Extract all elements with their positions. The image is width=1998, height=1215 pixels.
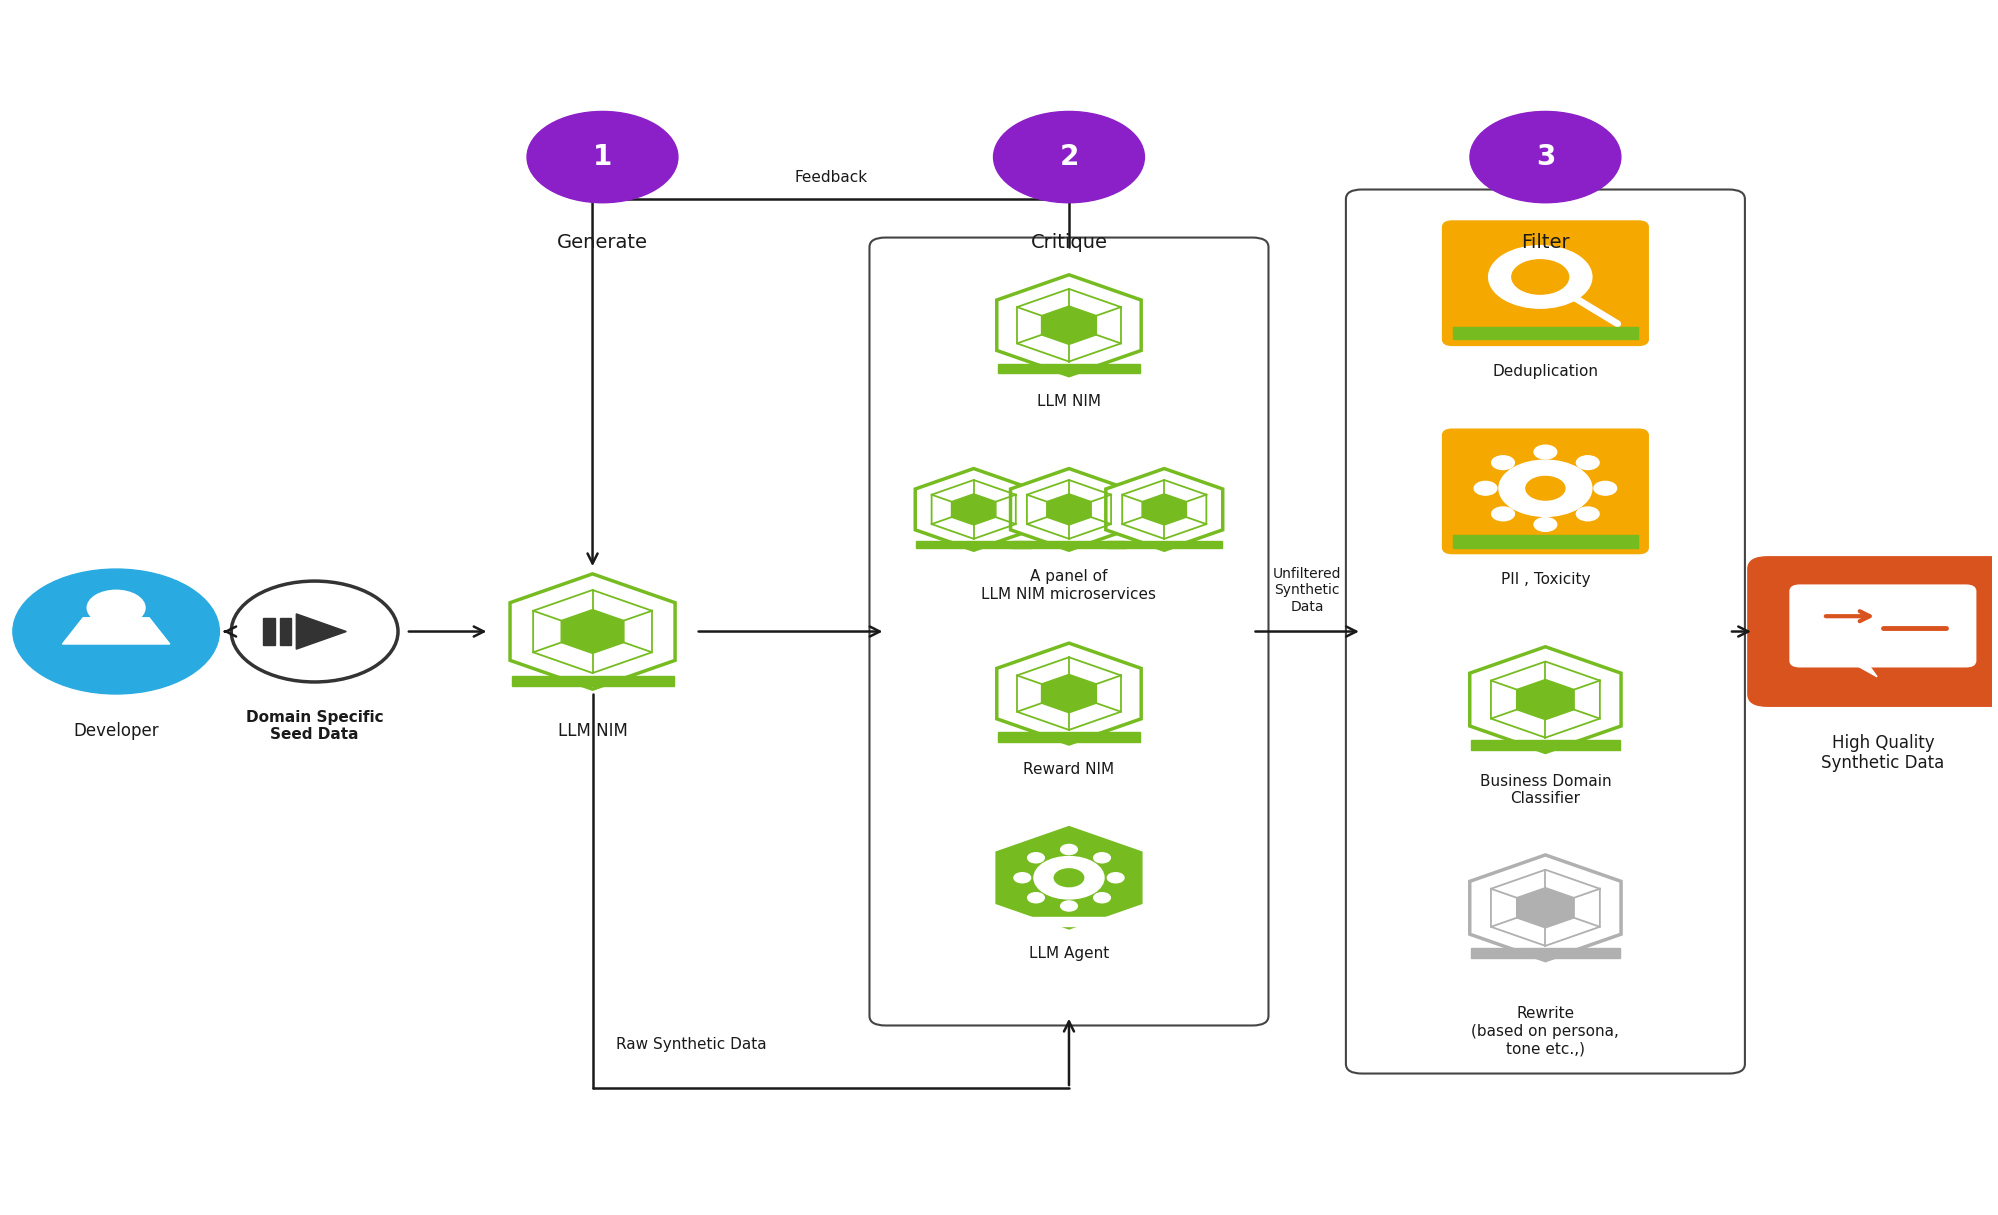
Polygon shape xyxy=(1469,855,1620,961)
FancyBboxPatch shape xyxy=(1443,221,1648,345)
Circle shape xyxy=(1491,507,1514,521)
Polygon shape xyxy=(296,614,346,649)
Polygon shape xyxy=(1141,493,1187,525)
Circle shape xyxy=(88,590,146,626)
FancyBboxPatch shape xyxy=(1345,190,1744,1074)
FancyBboxPatch shape xyxy=(1453,327,1638,339)
Circle shape xyxy=(1473,481,1497,496)
Circle shape xyxy=(1061,844,1077,854)
FancyBboxPatch shape xyxy=(1011,541,1125,548)
Polygon shape xyxy=(509,573,675,689)
Text: Unfiltered
Synthetic
Data: Unfiltered Synthetic Data xyxy=(1273,567,1341,614)
Circle shape xyxy=(1489,245,1590,309)
Text: PII , Toxicity: PII , Toxicity xyxy=(1500,572,1588,587)
Text: A panel of
LLM NIM microservices: A panel of LLM NIM microservices xyxy=(981,570,1157,601)
FancyBboxPatch shape xyxy=(1746,556,1998,706)
Polygon shape xyxy=(951,493,995,525)
Circle shape xyxy=(1532,518,1556,531)
Circle shape xyxy=(993,112,1143,203)
Circle shape xyxy=(1524,476,1564,501)
Text: High Quality
Synthetic Data: High Quality Synthetic Data xyxy=(1820,734,1944,773)
Text: LLM NIM: LLM NIM xyxy=(1037,394,1101,408)
FancyBboxPatch shape xyxy=(1443,429,1648,554)
Text: 1: 1 xyxy=(593,143,611,171)
FancyBboxPatch shape xyxy=(869,238,1269,1025)
Circle shape xyxy=(1532,445,1556,459)
FancyBboxPatch shape xyxy=(280,617,292,645)
Circle shape xyxy=(1061,902,1077,911)
Text: Developer: Developer xyxy=(74,722,160,740)
Text: LLM Agent: LLM Agent xyxy=(1029,946,1109,961)
Polygon shape xyxy=(1105,469,1223,550)
Polygon shape xyxy=(1848,661,1876,677)
Circle shape xyxy=(1576,456,1598,469)
FancyBboxPatch shape xyxy=(997,364,1139,373)
FancyBboxPatch shape xyxy=(1471,949,1618,957)
Polygon shape xyxy=(997,275,1141,375)
FancyBboxPatch shape xyxy=(1471,740,1618,750)
Text: LLM NIM: LLM NIM xyxy=(557,722,627,740)
Circle shape xyxy=(1093,893,1109,903)
Polygon shape xyxy=(1047,493,1091,525)
Polygon shape xyxy=(1516,888,1572,928)
Text: Domain Specific
Seed Data: Domain Specific Seed Data xyxy=(246,710,384,742)
Text: Deduplication: Deduplication xyxy=(1493,363,1598,379)
Circle shape xyxy=(1027,893,1043,903)
Circle shape xyxy=(1027,853,1043,863)
Circle shape xyxy=(1592,481,1616,496)
FancyBboxPatch shape xyxy=(915,541,1031,548)
Text: Generate: Generate xyxy=(557,233,647,252)
Circle shape xyxy=(1053,869,1083,887)
FancyBboxPatch shape xyxy=(511,676,673,686)
Circle shape xyxy=(1576,507,1598,521)
Text: Reward NIM: Reward NIM xyxy=(1023,762,1115,778)
Text: Feedback: Feedback xyxy=(793,170,867,185)
Circle shape xyxy=(527,112,677,203)
Polygon shape xyxy=(1041,306,1095,344)
Circle shape xyxy=(12,569,220,694)
Text: Raw Synthetic Data: Raw Synthetic Data xyxy=(615,1036,767,1052)
Circle shape xyxy=(1491,456,1514,469)
Text: Business Domain
Classifier: Business Domain Classifier xyxy=(1479,774,1610,807)
FancyBboxPatch shape xyxy=(1107,541,1221,548)
Circle shape xyxy=(1498,460,1590,516)
Circle shape xyxy=(1469,112,1620,203)
Text: 3: 3 xyxy=(1534,143,1554,171)
Text: Critique: Critique xyxy=(1029,233,1107,252)
FancyBboxPatch shape xyxy=(1453,535,1638,548)
Circle shape xyxy=(1510,260,1568,294)
Polygon shape xyxy=(915,469,1031,550)
Polygon shape xyxy=(62,617,170,644)
Polygon shape xyxy=(997,827,1141,928)
Circle shape xyxy=(1107,872,1123,883)
Polygon shape xyxy=(1041,674,1095,713)
Circle shape xyxy=(1093,853,1109,863)
Polygon shape xyxy=(1011,469,1127,550)
Polygon shape xyxy=(1469,646,1620,752)
Circle shape xyxy=(1013,872,1031,883)
FancyBboxPatch shape xyxy=(997,916,1139,926)
Circle shape xyxy=(232,581,398,682)
Text: Rewrite
(based on persona,
tone etc.,): Rewrite (based on persona, tone etc.,) xyxy=(1471,1006,1618,1056)
Text: 2: 2 xyxy=(1059,143,1079,171)
Polygon shape xyxy=(1516,679,1572,719)
FancyBboxPatch shape xyxy=(1788,586,1974,667)
Polygon shape xyxy=(561,610,623,654)
Circle shape xyxy=(1033,857,1103,899)
Text: Filter: Filter xyxy=(1520,233,1568,252)
Polygon shape xyxy=(997,643,1141,744)
FancyBboxPatch shape xyxy=(997,733,1139,741)
FancyBboxPatch shape xyxy=(264,617,274,645)
